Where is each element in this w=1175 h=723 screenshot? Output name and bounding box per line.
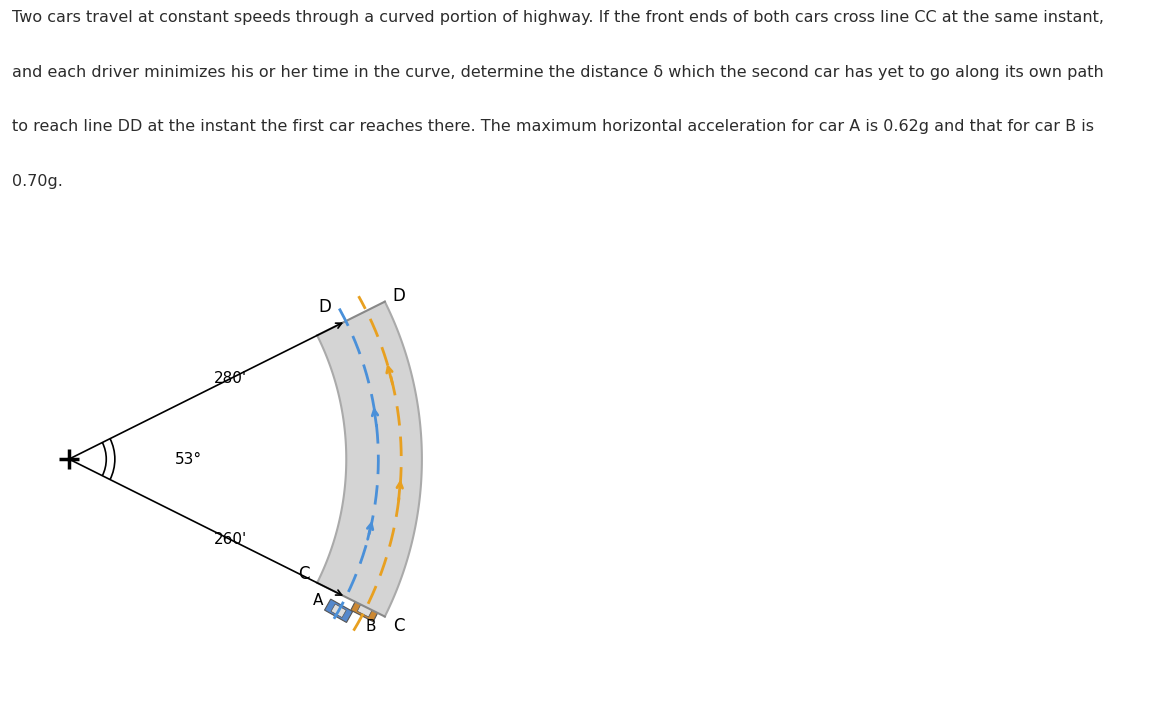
- Bar: [351, 599, 380, 622]
- Text: to reach line DD at the instant the first car reaches there. The maximum horizon: to reach line DD at the instant the firs…: [12, 119, 1094, 134]
- Text: C: C: [392, 617, 404, 635]
- Text: 280': 280': [214, 371, 247, 386]
- Polygon shape: [317, 301, 422, 617]
- Text: Two cars travel at constant speeds through a curved portion of highway. If the f: Two cars travel at constant speeds throu…: [12, 10, 1103, 25]
- Text: C: C: [297, 565, 309, 583]
- Text: D: D: [392, 287, 405, 305]
- Text: 53°: 53°: [174, 452, 202, 466]
- Bar: [357, 604, 372, 617]
- Text: A: A: [313, 593, 323, 608]
- Text: and each driver minimizes his or her time in the curve, determine the distance δ: and each driver minimizes his or her tim…: [12, 65, 1103, 80]
- Text: B: B: [365, 619, 376, 634]
- Text: D: D: [318, 299, 331, 317]
- Bar: [331, 604, 347, 617]
- Text: 260': 260': [214, 532, 247, 547]
- Bar: [324, 599, 352, 623]
- Text: 0.70g.: 0.70g.: [12, 174, 62, 189]
